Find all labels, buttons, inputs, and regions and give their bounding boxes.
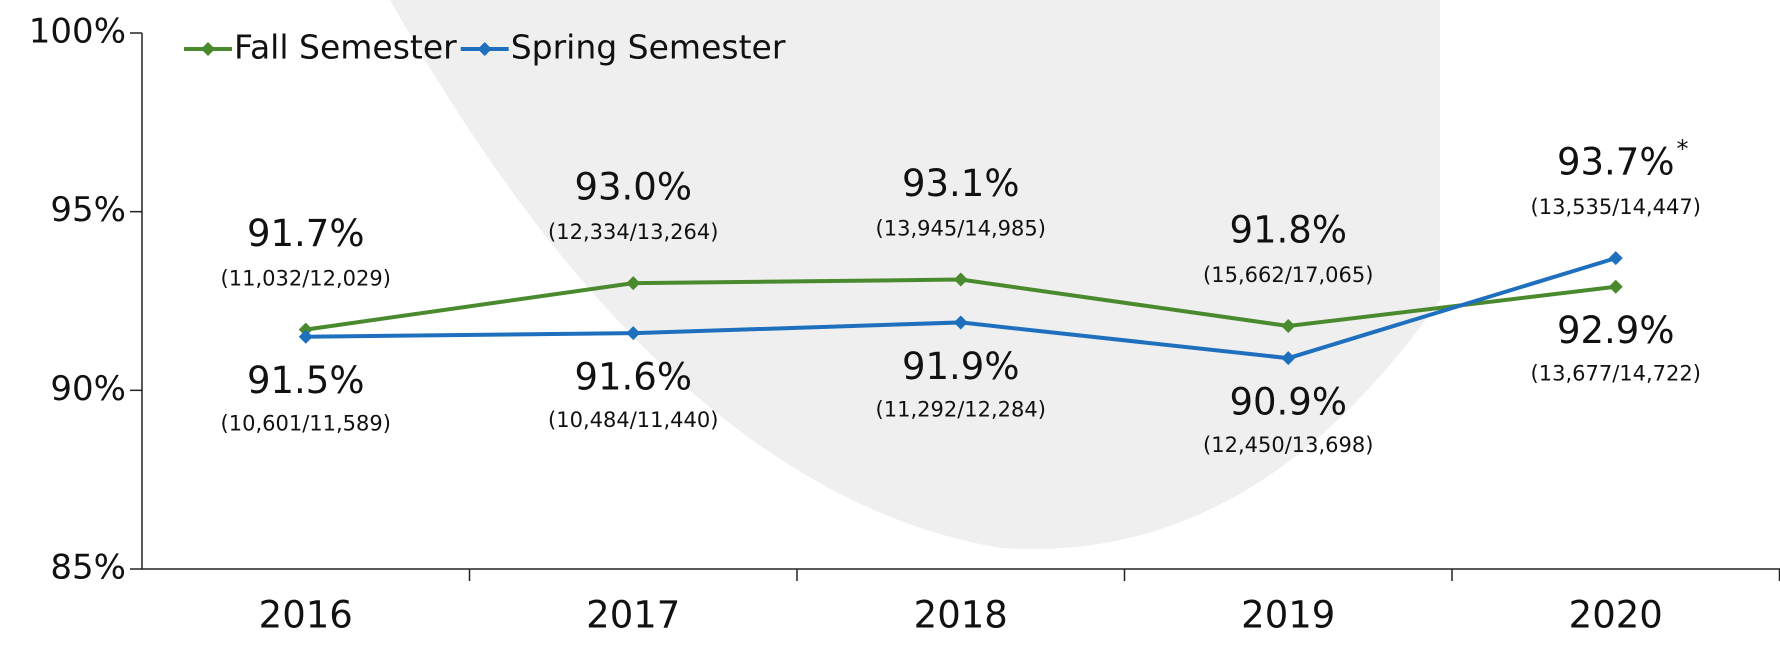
marker xyxy=(298,322,313,337)
marker xyxy=(626,276,641,291)
value-label: 92.9% xyxy=(1557,309,1675,352)
legend-marker xyxy=(477,42,492,56)
value-label: 90.9% xyxy=(1229,381,1347,424)
x-tick-label: 2018 xyxy=(914,594,1008,637)
marker xyxy=(953,272,968,287)
y-tick-label: 100% xyxy=(29,12,126,52)
marker xyxy=(626,326,641,341)
marker xyxy=(1608,251,1623,266)
count-label: (13,945/14,985) xyxy=(876,217,1046,241)
y-tick-label: 85% xyxy=(50,548,126,588)
value-label: 91.8% xyxy=(1229,209,1347,252)
count-label: (10,601/11,589) xyxy=(221,412,391,436)
count-label: (13,535/14,447) xyxy=(1531,195,1701,219)
value-label: 93.1% xyxy=(902,162,1020,205)
background-swoosh xyxy=(390,0,1440,550)
x-tick-label: 2019 xyxy=(1241,594,1335,637)
count-label: (13,677/14,722) xyxy=(1531,362,1701,386)
count-label: (11,292/12,284) xyxy=(876,397,1046,421)
y-tick-label: 90% xyxy=(50,369,126,409)
legend-label: Spring Semester xyxy=(511,28,786,67)
count-label: (12,334/13,264) xyxy=(548,220,718,244)
marker xyxy=(1281,351,1296,366)
value-label: 91.9% xyxy=(902,345,1020,388)
count-label: (12,450/13,698) xyxy=(1203,433,1373,457)
value-label: 91.5% xyxy=(247,359,365,402)
x-tick-label: 2016 xyxy=(259,594,353,637)
legend-label: Fall Semester xyxy=(234,28,457,67)
x-tick-label: 2017 xyxy=(586,594,680,637)
marker xyxy=(1281,319,1296,334)
count-label: (11,032/12,029) xyxy=(221,267,391,291)
marker xyxy=(298,329,313,344)
y-tick-label: 95% xyxy=(50,190,126,230)
legend-marker xyxy=(201,42,215,56)
count-label: (10,484/11,440) xyxy=(548,408,718,432)
count-label: (15,662/17,065) xyxy=(1203,263,1373,287)
value-label: 91.7% xyxy=(247,212,365,255)
footnote-mark: * xyxy=(1677,135,1689,163)
marker xyxy=(1608,279,1623,294)
value-label: 91.6% xyxy=(574,356,692,399)
x-tick-label: 2020 xyxy=(1569,594,1663,637)
value-label: 93.0% xyxy=(574,166,692,209)
value-label: 93.7% xyxy=(1557,141,1675,184)
marker xyxy=(953,315,968,330)
